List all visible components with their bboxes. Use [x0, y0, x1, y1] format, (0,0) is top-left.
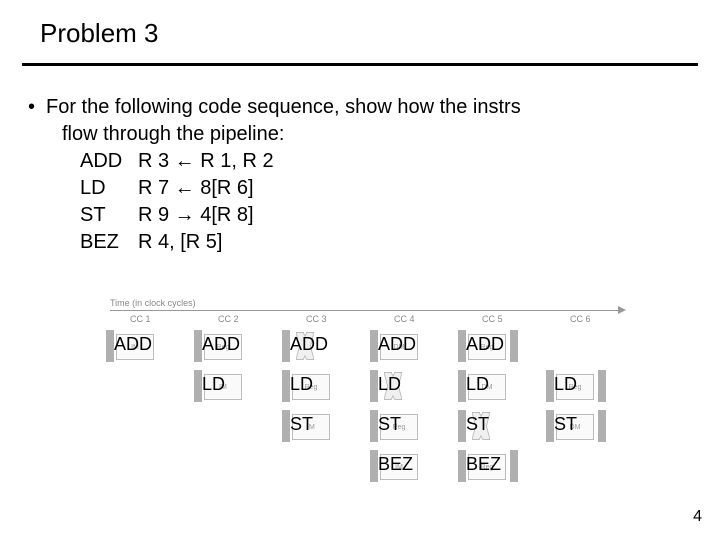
opcode-0: ADD	[80, 148, 138, 175]
args-0: R 3 ← R 1, R 2	[138, 150, 274, 172]
inst-label-5: LD	[202, 374, 225, 395]
pipe-latch	[598, 370, 606, 402]
pipe-latch	[546, 370, 554, 402]
cc-label-3: CC 3	[306, 314, 327, 324]
cc-label-6: CC 6	[570, 314, 591, 324]
pipe-latch	[370, 450, 378, 482]
inst-label-13: ST	[554, 414, 577, 435]
pipe-latch	[194, 370, 202, 402]
bullet-glyph: •	[28, 94, 46, 121]
pipe-latch	[546, 410, 554, 442]
opcode-3: BEZ	[80, 229, 138, 256]
body-text: •For the following code sequence, show h…	[0, 66, 720, 256]
pipe-latch	[282, 330, 290, 362]
code-line-1: LDR 7 ← 8[R 6]	[28, 175, 720, 202]
inst-label-3: ADD	[378, 334, 416, 355]
pipe-latch	[458, 410, 466, 442]
inst-label-2: ADD	[290, 334, 328, 355]
args-1: R 7 ← 8[R 6]	[138, 177, 254, 199]
inst-label-6: LD	[290, 374, 313, 395]
args-3: R 4, [R 5]	[138, 231, 222, 253]
page-number: 4	[693, 508, 702, 526]
pipe-latch	[598, 410, 606, 442]
pipe-latch	[458, 450, 466, 482]
code-line-2: STR 9 → 4[R 8]	[28, 202, 720, 229]
inst-label-1: ADD	[202, 334, 240, 355]
intro-line-2: flow through the pipeline:	[28, 121, 720, 148]
axis-arrow	[110, 310, 618, 311]
pipeline-diagram: Time (in clock cycles) CC 1 CC 2 CC 3 CC 4 CC…	[100, 300, 660, 510]
cc-label-4: CC 4	[394, 314, 415, 324]
pipe-latch	[458, 330, 466, 362]
inst-label-11: ST	[378, 414, 401, 435]
inst-label-12: ST	[466, 414, 489, 435]
cc-label-2: CC 2	[218, 314, 239, 324]
cc-label-5: CC 5	[482, 314, 503, 324]
pipe-latch	[282, 410, 290, 442]
pipe-latch	[370, 370, 378, 402]
pipe-latch	[370, 330, 378, 362]
pipe-latch	[510, 450, 518, 482]
code-line-0: ADDR 3 ← R 1, R 2	[28, 148, 720, 175]
intro-line-1: For the following code sequence, show ho…	[46, 96, 521, 118]
opcode-2: ST	[80, 202, 138, 229]
code-line-3: BEZR 4, [R 5]	[28, 229, 720, 256]
inst-label-9: LD	[554, 374, 577, 395]
inst-label-14: BEZ	[378, 454, 413, 475]
inst-label-4: ADD	[466, 334, 504, 355]
inst-label-10: ST	[290, 414, 313, 435]
axis-title: Time (in clock cycles)	[110, 298, 196, 308]
args-2: R 9 → 4[R 8]	[138, 204, 254, 226]
pipe-latch	[458, 370, 466, 402]
inst-label-0: ADD	[114, 334, 152, 355]
pipe-latch	[510, 330, 518, 362]
slide-title: Problem 3	[0, 0, 720, 49]
axis-arrow-head	[618, 306, 626, 314]
pipe-latch	[282, 370, 290, 402]
cc-label-1: CC 1	[130, 314, 151, 324]
pipe-latch	[370, 410, 378, 442]
pipe-latch	[194, 330, 202, 362]
pipe-latch	[106, 330, 114, 362]
inst-label-15: BEZ	[466, 454, 501, 475]
bullet-line-1: •For the following code sequence, show h…	[28, 94, 720, 121]
inst-label-8: LD	[466, 374, 489, 395]
opcode-1: LD	[80, 175, 138, 202]
inst-label-7: LD	[378, 374, 401, 395]
